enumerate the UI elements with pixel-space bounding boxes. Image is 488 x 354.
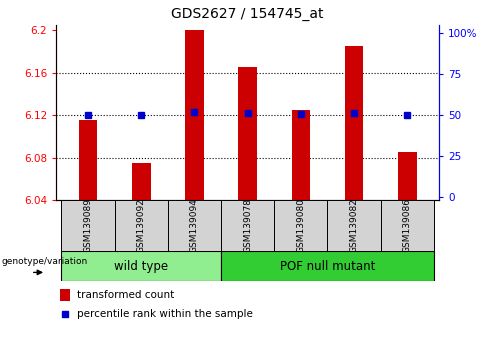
Bar <box>61 251 221 281</box>
Bar <box>115 200 168 251</box>
Bar <box>221 251 434 281</box>
Text: GSM139086: GSM139086 <box>403 198 412 253</box>
Bar <box>345 46 364 200</box>
Text: transformed count: transformed count <box>77 290 174 299</box>
Text: wild type: wild type <box>114 260 168 273</box>
Title: GDS2627 / 154745_at: GDS2627 / 154745_at <box>171 7 324 21</box>
Bar <box>132 163 151 200</box>
Bar <box>168 200 221 251</box>
Bar <box>185 30 204 200</box>
Bar <box>221 200 274 251</box>
Text: GSM139089: GSM139089 <box>83 198 93 253</box>
Bar <box>327 200 381 251</box>
Bar <box>274 200 327 251</box>
Text: percentile rank within the sample: percentile rank within the sample <box>77 309 253 319</box>
Bar <box>60 289 69 301</box>
Text: GSM139094: GSM139094 <box>190 198 199 253</box>
Text: genotype/variation: genotype/variation <box>1 257 88 266</box>
Bar <box>238 67 257 200</box>
Text: POF null mutant: POF null mutant <box>280 260 375 273</box>
Text: GSM139082: GSM139082 <box>349 198 359 253</box>
Bar <box>291 110 310 200</box>
Bar <box>381 200 434 251</box>
Text: GSM139092: GSM139092 <box>137 198 146 253</box>
Text: GSM139078: GSM139078 <box>243 198 252 253</box>
Bar <box>79 120 97 200</box>
Bar <box>398 152 417 200</box>
Text: GSM139080: GSM139080 <box>296 198 305 253</box>
Bar <box>61 200 115 251</box>
